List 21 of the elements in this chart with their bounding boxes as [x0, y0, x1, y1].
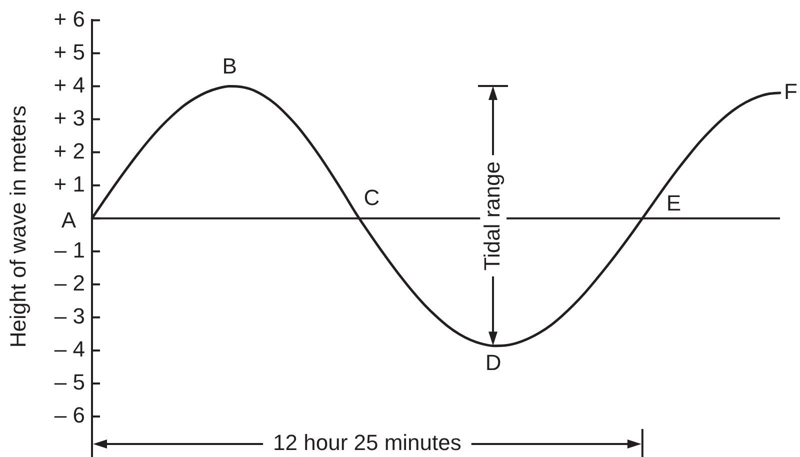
y-tick-label: – 2	[54, 270, 85, 296]
y-tick-label: – 1	[54, 237, 85, 262]
y-tick-label: + 5	[54, 39, 85, 64]
data-label: F	[784, 78, 798, 104]
data-label: D	[485, 350, 502, 375]
y-tick-label: + 1	[54, 171, 85, 196]
y-tick-label: – 5	[54, 370, 85, 395]
data-label: B	[222, 53, 237, 78]
y-tick-label: + 3	[54, 105, 85, 130]
y-axis-title: Height of wave in meters	[5, 106, 30, 348]
data-label: E	[666, 190, 682, 216]
annotation: Tidal range	[479, 161, 504, 271]
y-tick-label: – 6	[54, 402, 85, 428]
y-tick-label: – 3	[54, 303, 85, 328]
annotation: 12 hour 25 minutes	[273, 430, 462, 456]
data-label: C	[364, 185, 380, 210]
y-tick-label: + 2	[54, 138, 85, 164]
y-tick-label: + 4	[54, 72, 85, 98]
data-label: A	[61, 207, 76, 232]
y-tick-label: – 4	[54, 336, 85, 362]
y-tick-label: + 6	[54, 6, 85, 32]
